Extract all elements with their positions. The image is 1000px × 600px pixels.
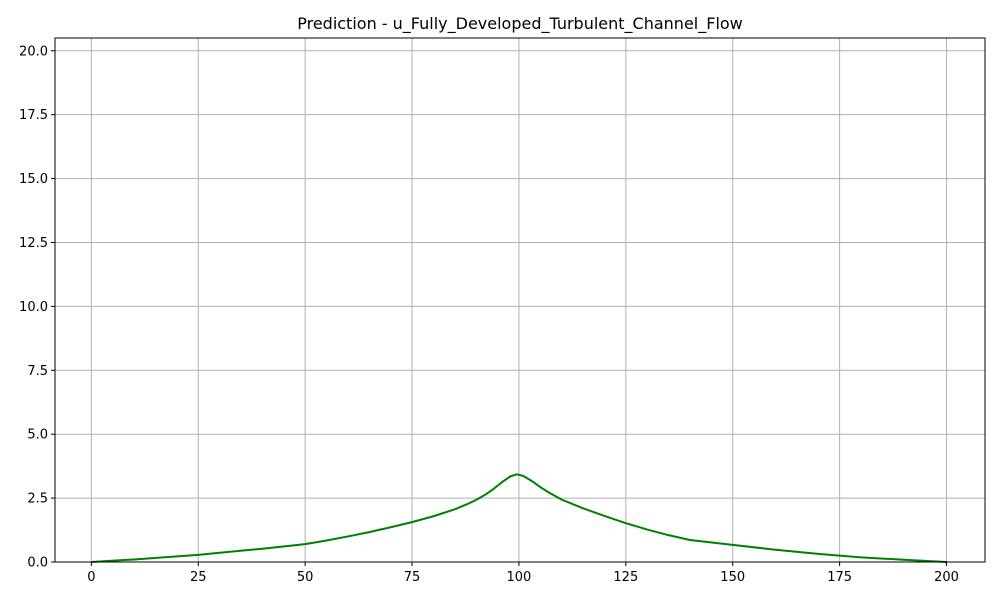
y-tick-label: 17.5: [19, 108, 48, 123]
y-tick-label: 2.5: [27, 492, 48, 507]
x-tick-label: 200: [934, 570, 959, 585]
x-axis: 0 25 50 75 100 125 150 175 200: [87, 562, 959, 585]
x-tick-label: 150: [720, 570, 745, 585]
x-tick-label: 175: [827, 570, 852, 585]
x-tick-label: 50: [297, 570, 314, 585]
x-tick-label: 75: [404, 570, 421, 585]
series-group: [91, 473, 947, 563]
y-tick-label: 12.5: [19, 236, 48, 251]
y-axis: 0.0 2.5 5.0 7.5 10.0 12.5 15.0 17.5 20.0: [19, 44, 55, 571]
grid: [55, 38, 985, 563]
x-tick-label: 0: [87, 570, 95, 585]
series-line-0: [91, 473, 947, 563]
x-tick-label: 125: [613, 570, 638, 585]
chart-title: Prediction - u_Fully_Developed_Turbulent…: [297, 14, 743, 34]
y-tick-label: 5.0: [27, 428, 48, 443]
x-tick-label: 100: [507, 570, 532, 585]
y-tick-label: 20.0: [19, 44, 48, 59]
y-tick-label: 0.0: [27, 556, 48, 571]
x-tick-label: 25: [190, 570, 207, 585]
y-tick-label: 15.0: [19, 172, 48, 187]
y-tick-label: 7.5: [27, 364, 48, 379]
plot-frame: [54, 37, 986, 563]
y-tick-label: 10.0: [19, 300, 48, 315]
